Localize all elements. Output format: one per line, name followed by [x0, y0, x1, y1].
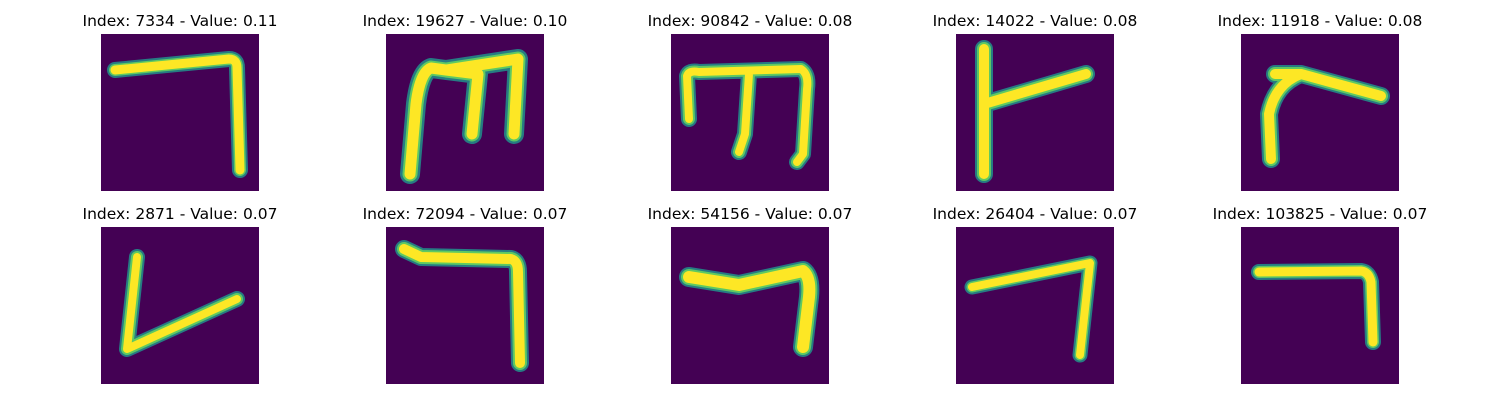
image-panel-6: Index: 2871 - Value: 0.07: [60, 203, 300, 384]
digit-glyph: [1251, 263, 1381, 350]
digit-image: [101, 34, 259, 191]
panel-title: Index: 11918 - Value: 0.08: [1217, 12, 1423, 30]
image-panel-5: Index: 11918 - Value: 0.08: [1200, 10, 1440, 191]
digit-image: [671, 34, 829, 191]
image-panel-3: Index: 90842 - Value: 0.08: [630, 10, 870, 191]
panel-title: Index: 14022 - Value: 0.08: [932, 12, 1138, 30]
image-panel-2: Index: 19627 - Value: 0.10: [345, 10, 585, 191]
image-panel-8: Index: 54156 - Value: 0.07: [630, 203, 870, 384]
panel-title: Index: 54156 - Value: 0.07: [647, 205, 853, 223]
digit-glyph: [964, 255, 1098, 363]
panel-title: Index: 103825 - Value: 0.07: [1212, 205, 1428, 223]
digit-glyph: [1260, 65, 1390, 168]
panel-title: Index: 26404 - Value: 0.07: [932, 205, 1138, 223]
digit-image: [956, 227, 1114, 384]
digit-image: [1241, 34, 1399, 191]
image-panel-7: Index: 72094 - Value: 0.07: [345, 203, 585, 384]
digit-glyph: [107, 51, 248, 178]
panel-title: Index: 2871 - Value: 0.07: [82, 205, 278, 223]
image-panel-4: Index: 14022 - Value: 0.08: [915, 10, 1155, 191]
panel-title: Index: 7334 - Value: 0.11: [82, 12, 278, 30]
digit-glyph: [395, 240, 529, 372]
digit-glyph: [679, 261, 820, 357]
digit-image: [101, 227, 259, 384]
digit-image: [671, 227, 829, 384]
panel-title: Index: 90842 - Value: 0.08: [647, 12, 853, 30]
image-panel-10: Index: 103825 - Value: 0.07: [1200, 203, 1440, 384]
digit-image: [386, 34, 544, 191]
digit-image: [956, 34, 1114, 191]
digit-image: [386, 227, 544, 384]
panel-title: Index: 72094 - Value: 0.07: [362, 205, 568, 223]
digit-image: [1241, 227, 1399, 384]
digit-glyph: [119, 249, 245, 357]
image-panel-9: Index: 26404 - Value: 0.07: [915, 203, 1155, 384]
digit-glyph: [400, 49, 528, 184]
image-panel-1: Index: 7334 - Value: 0.11: [60, 10, 300, 191]
digit-glyph: [975, 40, 1095, 183]
digit-glyph: [679, 61, 816, 170]
panel-title: Index: 19627 - Value: 0.10: [362, 12, 568, 30]
